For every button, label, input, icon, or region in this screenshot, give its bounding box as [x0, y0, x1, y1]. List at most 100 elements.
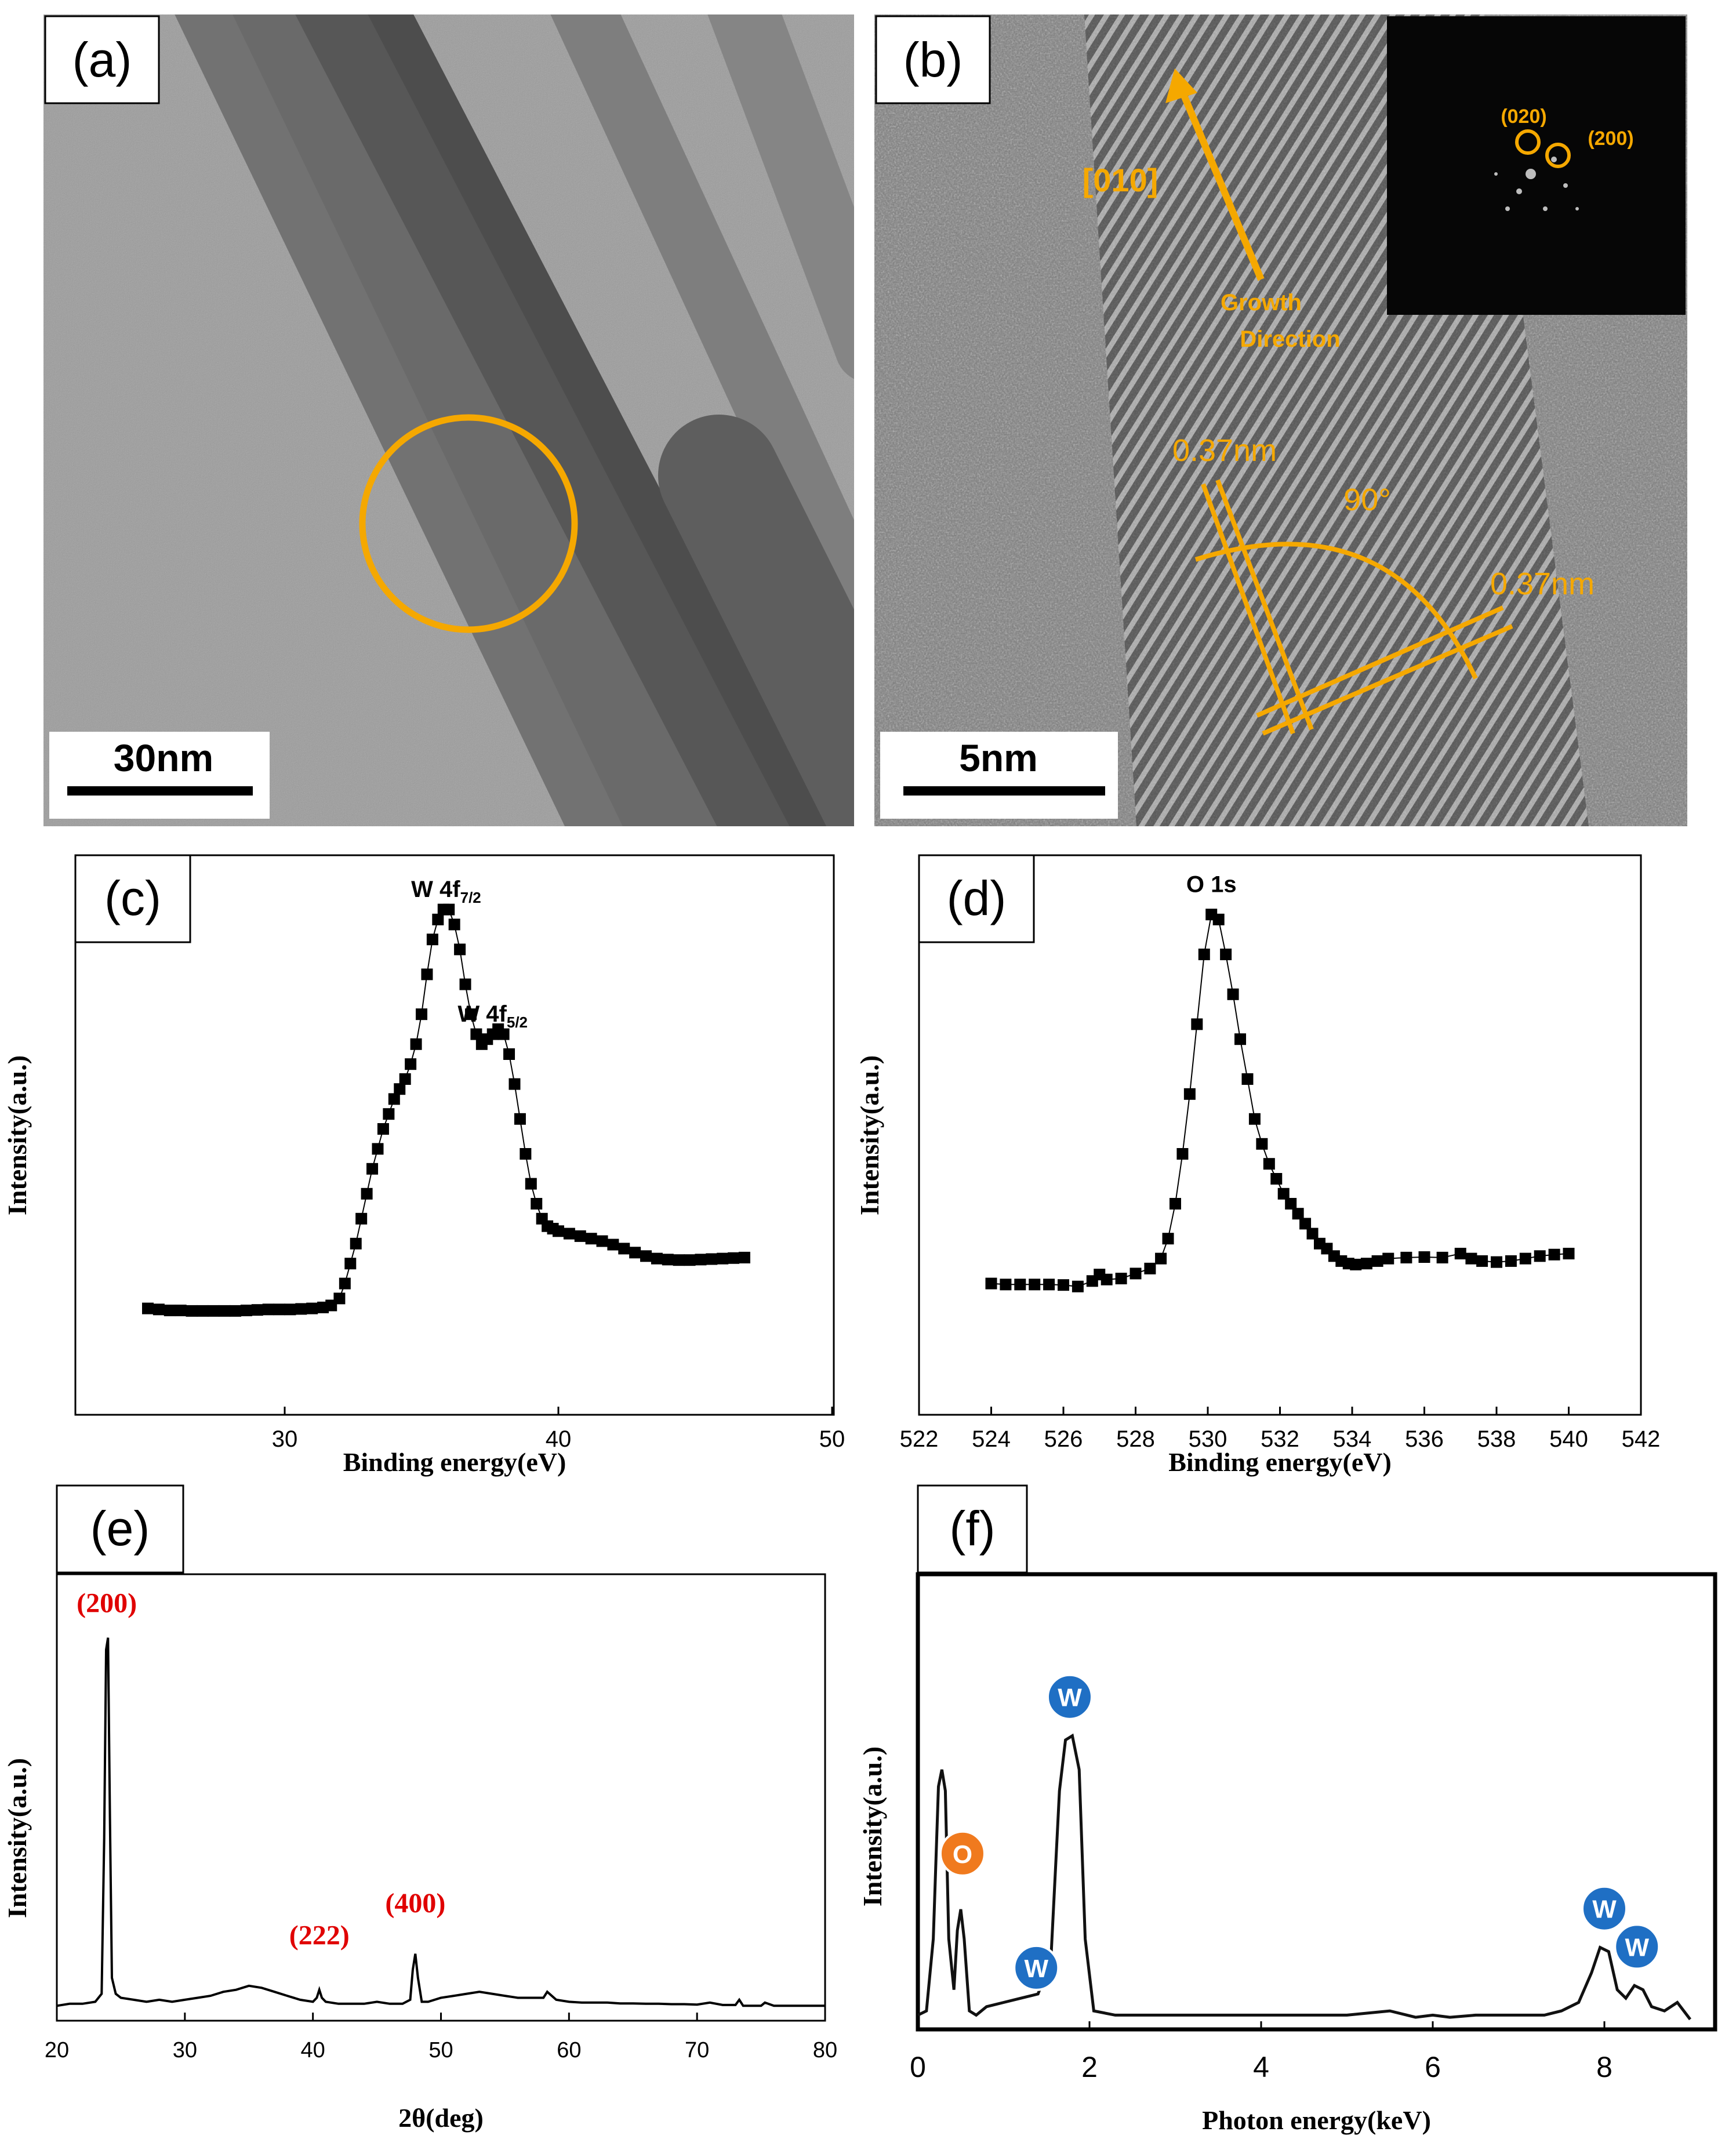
direction-label: [010]	[1083, 162, 1158, 198]
spacing-lines	[1194, 479, 1513, 736]
data-point	[262, 1303, 274, 1316]
data-point	[596, 1235, 608, 1247]
data-point	[1299, 1218, 1312, 1230]
data-point	[1436, 1251, 1448, 1263]
panel-label: (a)	[72, 32, 132, 87]
data-point	[717, 1252, 729, 1265]
x-tick-label: 0	[910, 2051, 926, 2083]
data-point	[640, 1250, 652, 1262]
series-line	[147, 909, 745, 1312]
data-point	[1350, 1258, 1362, 1270]
data-point	[618, 1243, 630, 1255]
data-point	[464, 1008, 477, 1020]
data-point	[629, 1247, 641, 1259]
data-point	[399, 1073, 411, 1085]
panel-label: (b)	[903, 32, 963, 87]
element-marker	[939, 1830, 986, 1877]
data-point	[208, 1305, 220, 1317]
data-point	[416, 1008, 427, 1020]
x-tick-label: 4	[1253, 2051, 1269, 2083]
peak-label: (222)	[289, 1920, 350, 1951]
panel-d: (d) 522 524 526 528 530 532 534 536 538 540 542 Bin…	[855, 854, 1660, 1477]
element-marker-label: W	[1625, 1933, 1649, 1962]
data-point	[344, 1258, 357, 1270]
data-point	[520, 1148, 532, 1160]
peak-label: W 4f5/2	[457, 1001, 528, 1031]
data-point	[1115, 1273, 1127, 1284]
y-axis-label: Intensity(a.u.)	[858, 1746, 887, 1906]
data-point	[240, 1305, 252, 1317]
data-point	[470, 1028, 482, 1040]
x-axis-label: Photon energy(keV)	[1202, 2105, 1431, 2135]
x-tick-label: 20	[45, 2038, 69, 2062]
data-point	[1519, 1252, 1531, 1265]
x-tick-label: 40	[301, 2038, 325, 2062]
x-tick-label: 30	[173, 2038, 197, 2062]
peak-label-subscript: 5/2	[507, 1014, 528, 1031]
data-point	[175, 1305, 187, 1317]
chart-e: 20 30 40 50 60 70 80 2θ(deg) Intensity(a.u.) (200…	[2, 1588, 837, 2133]
data-point	[377, 1123, 389, 1135]
growth-arrowhead	[1165, 68, 1197, 103]
fft-marker-020	[1515, 129, 1541, 155]
region-circle	[359, 414, 578, 633]
fft-marker-200	[1545, 143, 1571, 168]
data-point	[1505, 1255, 1517, 1267]
data-point	[985, 1277, 997, 1290]
data-point	[1548, 1248, 1560, 1261]
fft-label-200: (200)	[1588, 128, 1633, 150]
data-point	[1014, 1279, 1026, 1291]
data-point	[394, 1083, 406, 1095]
data-point	[1169, 1198, 1181, 1210]
panel-label-box	[875, 15, 991, 104]
data-point	[1277, 1187, 1290, 1200]
x-tick-label: 80	[813, 2038, 837, 2062]
data-point	[432, 913, 444, 925]
data-point	[1058, 1279, 1069, 1291]
data-point	[361, 1187, 373, 1200]
panel-label-box	[917, 1484, 1028, 1574]
data-point	[1263, 1158, 1275, 1170]
data-point	[1101, 1273, 1113, 1285]
data-point	[448, 918, 460, 931]
x-tick-label: 8	[1596, 2051, 1612, 2083]
plot-frame	[56, 1573, 826, 2022]
data-point	[1144, 1262, 1156, 1274]
data-point	[273, 1303, 285, 1316]
data-point	[1360, 1258, 1372, 1270]
data-point	[152, 1303, 165, 1316]
series-line	[56, 1637, 825, 2007]
peak-label: W 4f7/2	[411, 877, 481, 906]
peak-label: O 1s	[1186, 872, 1237, 898]
data-point	[350, 1237, 362, 1250]
data-point	[1162, 1233, 1174, 1245]
data-point	[1454, 1248, 1466, 1259]
panel-label-box	[44, 15, 160, 104]
data-point	[1563, 1248, 1575, 1259]
panel-label: (c)	[104, 871, 161, 925]
x-axis-label: 2θ(deg)	[398, 2103, 484, 2133]
data-point	[339, 1277, 351, 1290]
panel-b: (020) (200) [010] Growth Direction 0.37n…	[874, 14, 1687, 826]
panel-label: (d)	[947, 871, 1007, 925]
x-tick-label: 538	[1477, 1426, 1516, 1452]
data-point	[1198, 949, 1210, 960]
y-axis-label: Intensity(a.u.)	[2, 1758, 32, 1918]
data-point	[738, 1251, 750, 1263]
data-point	[372, 1143, 384, 1155]
data-point	[1212, 913, 1225, 925]
data-point	[706, 1253, 718, 1265]
fft-inset	[1387, 16, 1686, 315]
x-tick-label: 40	[546, 1426, 572, 1452]
fft-label-020: (020)	[1501, 106, 1546, 128]
data-point	[197, 1305, 209, 1317]
data-point	[366, 1163, 379, 1175]
data-point	[1155, 1252, 1167, 1265]
data-point	[1400, 1251, 1412, 1263]
element-marker-label: O	[953, 1840, 972, 1869]
x-tick-label: 530	[1189, 1426, 1227, 1452]
data-point	[1248, 1113, 1261, 1125]
data-point	[1227, 988, 1239, 1000]
x-tick-label: 6	[1425, 2051, 1441, 2083]
data-point	[1176, 1148, 1189, 1160]
